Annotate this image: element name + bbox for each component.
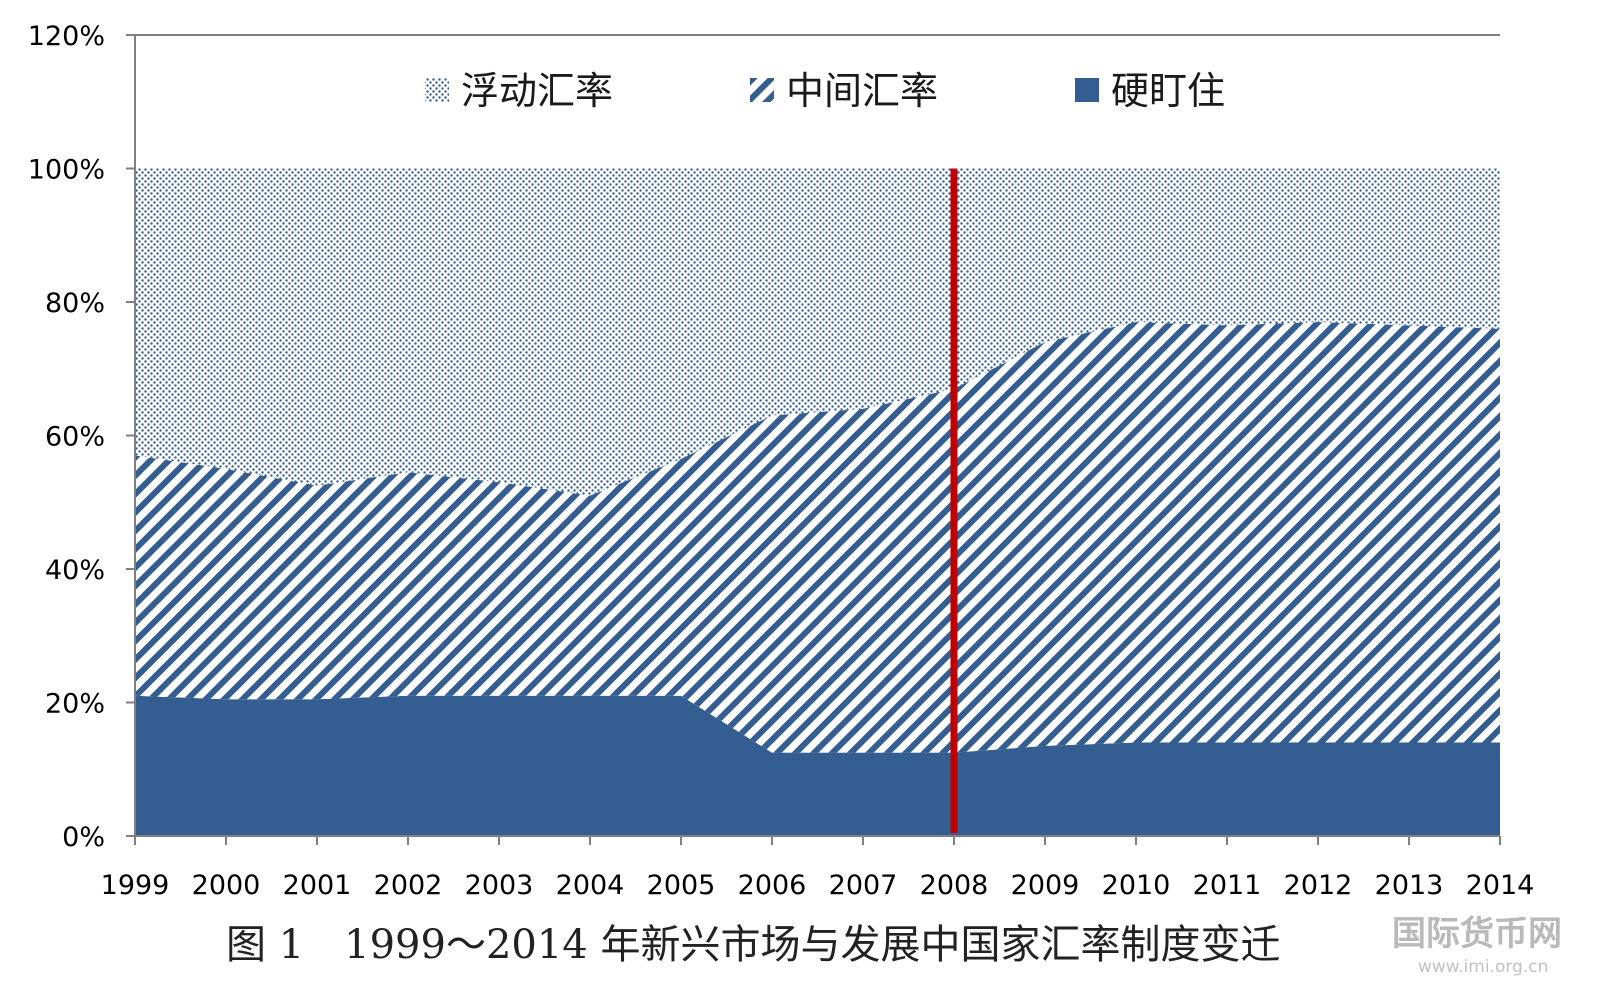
x-tick-label: 2009: [1011, 870, 1080, 901]
x-tick-label: 2002: [374, 870, 443, 901]
legend-swatch: [1075, 78, 1099, 102]
y-tick-label: 60%: [45, 422, 105, 453]
x-tick-label: 1999: [101, 870, 170, 901]
area-series-中间汇率: [135, 322, 1500, 753]
y-tick-label: 40%: [45, 555, 105, 586]
x-tick-label: 2013: [1375, 870, 1444, 901]
y-tick-label: 80%: [45, 288, 105, 319]
x-tick-label: 2008: [920, 870, 989, 901]
legend-swatch: [750, 78, 774, 102]
plot-area: [135, 168, 1500, 836]
x-tick-label: 2003: [465, 870, 534, 901]
x-tick-label: 2010: [1102, 870, 1171, 901]
x-tick-label: 2006: [738, 870, 807, 901]
legend-swatch: [425, 78, 449, 102]
y-tick-label: 100%: [28, 155, 105, 186]
axes: 0% 20% 40% 60% 80% 100% 120% 1999 2000 2001 2002 20…: [28, 21, 1535, 901]
area-series-硬盯住: [135, 695, 1500, 836]
x-tick-label: 2012: [1284, 870, 1353, 901]
x-tick-label: 2000: [192, 870, 261, 901]
x-tick-label: 2004: [556, 870, 625, 901]
y-tick-label: 20%: [45, 689, 105, 720]
legend-label: 中间汇率: [786, 69, 938, 113]
legend: 浮动汇率 中间汇率 硬盯住: [425, 69, 1225, 113]
watermark-url: www.imi.org.cn: [1418, 957, 1548, 977]
watermark-text: 国际货币网: [1392, 914, 1562, 954]
legend-label: 硬盯住: [1111, 69, 1225, 113]
x-tick-label: 2005: [647, 870, 716, 901]
figure-caption: 图 1 1999～2014 年新兴市场与发展中国家汇率制度变迁: [226, 922, 1280, 968]
x-tick-label: 2007: [829, 870, 898, 901]
x-tick-label: 2011: [1193, 870, 1262, 901]
x-tick-label: 2014: [1466, 870, 1535, 901]
y-tick-label: 120%: [28, 21, 105, 52]
area-series-浮动汇率: [135, 168, 1500, 496]
y-tick-label: 0%: [62, 822, 105, 853]
legend-label: 浮动汇率: [461, 69, 613, 113]
x-tick-label: 2001: [283, 870, 352, 901]
watermark-logo: 国际货币网 www.imi.org.cn: [1392, 914, 1562, 977]
